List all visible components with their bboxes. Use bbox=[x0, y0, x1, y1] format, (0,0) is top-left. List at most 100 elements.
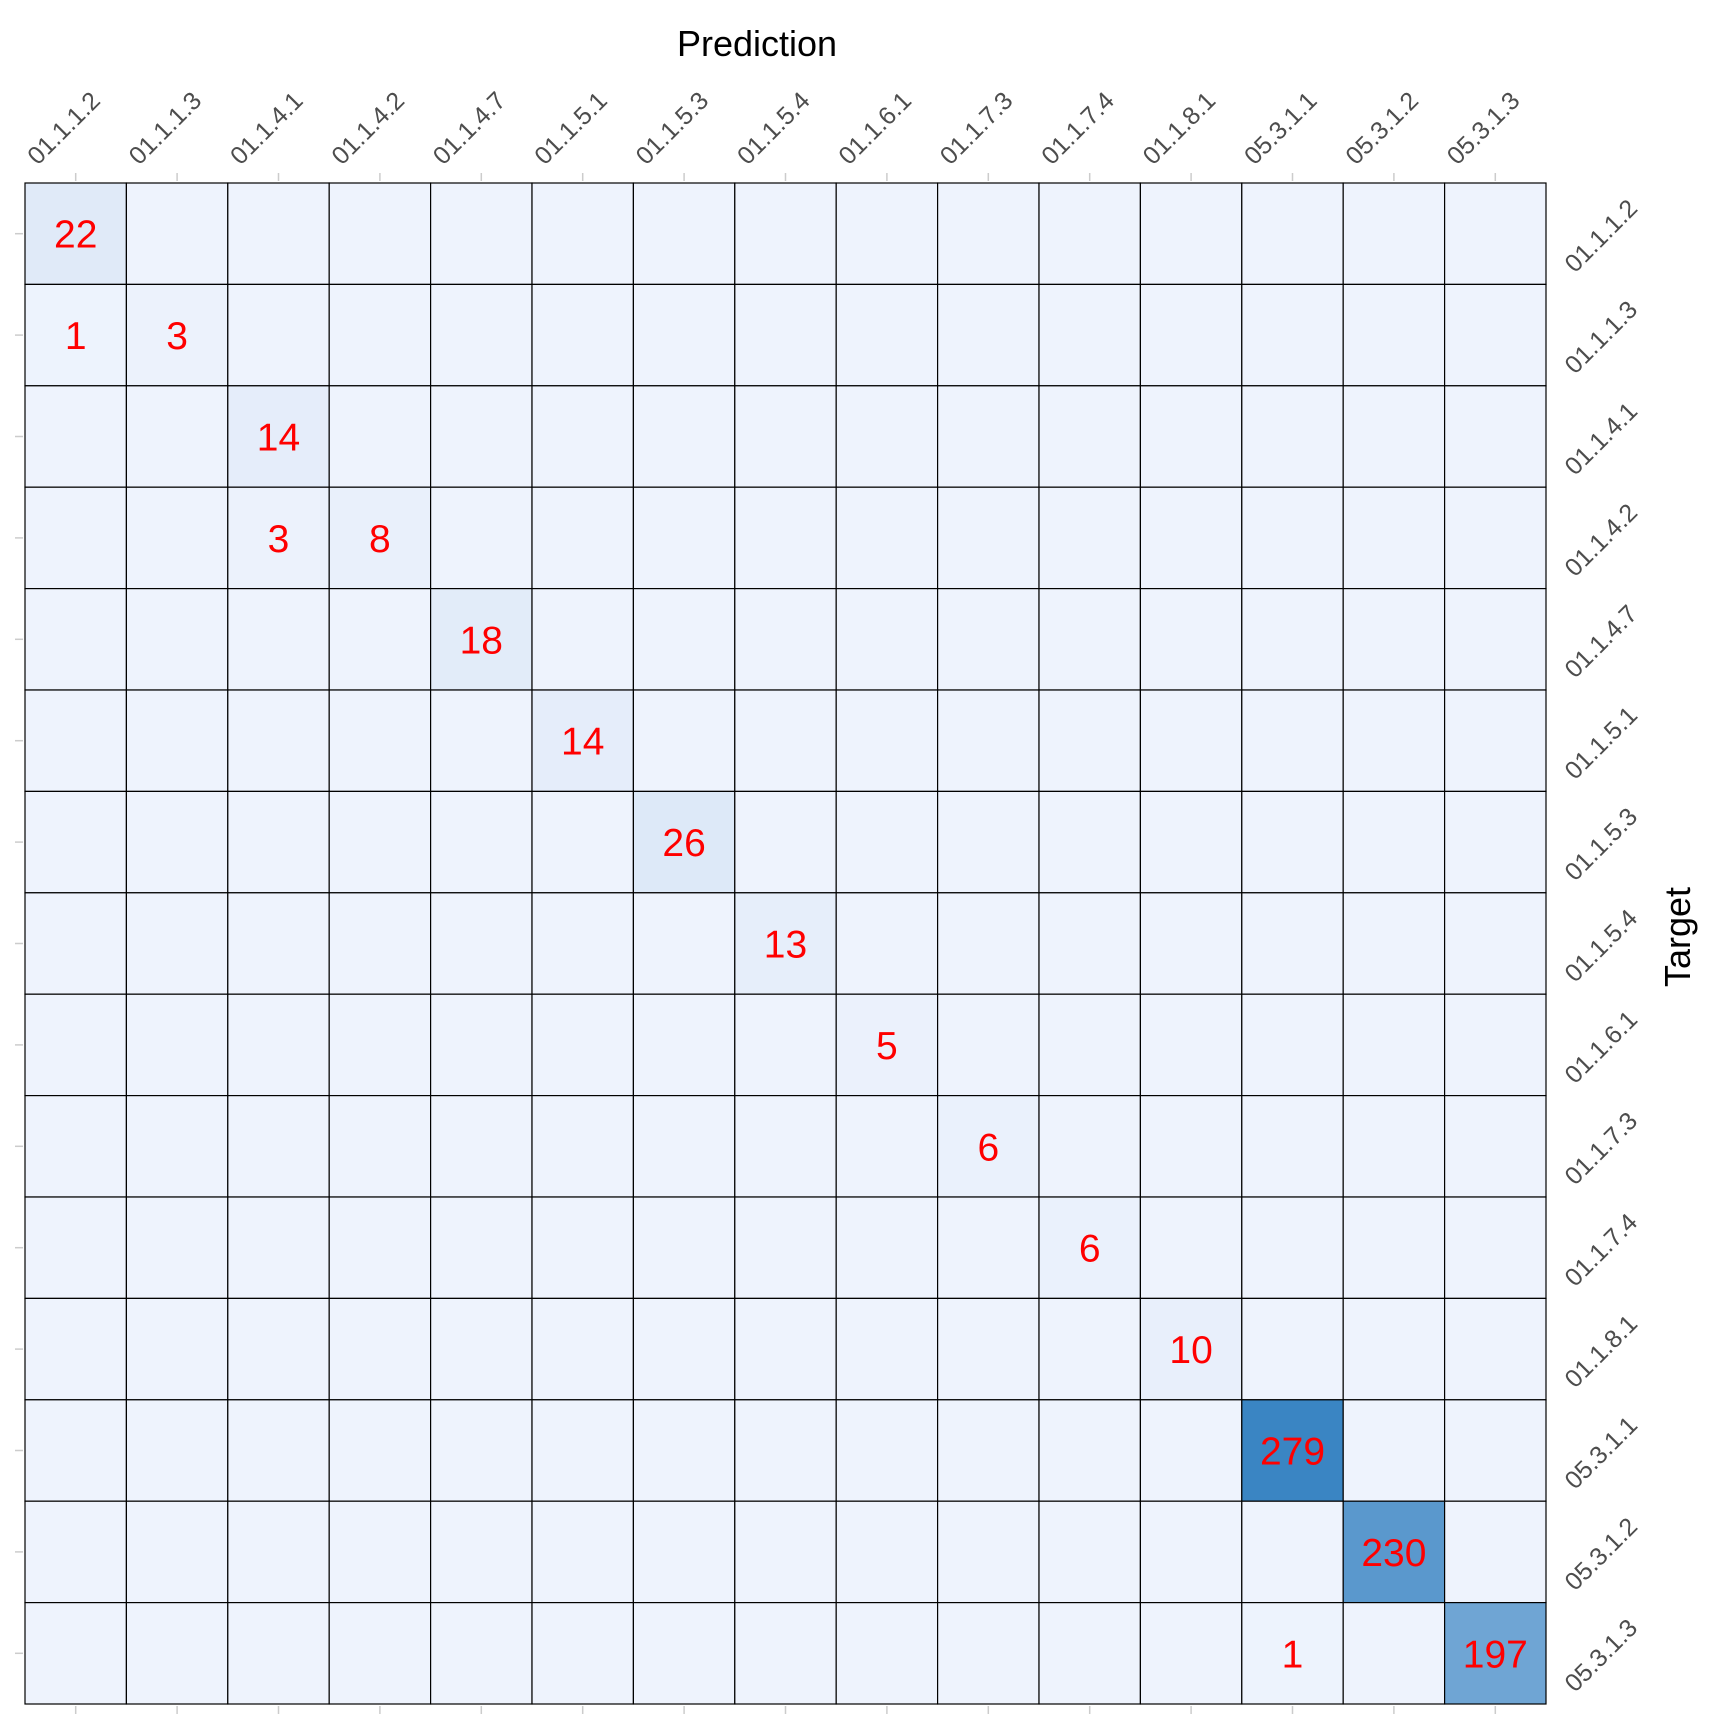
heatmap-cell bbox=[1241, 1399, 1344, 1502]
heatmap-cell bbox=[936, 385, 1040, 488]
heatmap-cell bbox=[328, 993, 432, 1097]
heatmap-cell bbox=[430, 892, 533, 995]
cell-value-label: 26 bbox=[662, 822, 705, 865]
cell-value-label: 18 bbox=[460, 619, 503, 662]
heatmap-cell bbox=[125, 587, 229, 691]
heatmap-cell bbox=[835, 993, 939, 1097]
heatmap-cell bbox=[1038, 486, 1142, 590]
heatmap-cell bbox=[632, 587, 736, 691]
heatmap-cell bbox=[24, 1500, 128, 1604]
heatmap-cell bbox=[24, 993, 128, 1097]
heatmap-cell bbox=[835, 283, 939, 387]
heatmap-cell bbox=[1139, 587, 1243, 691]
heatmap-cell bbox=[328, 1500, 432, 1604]
heatmap-cell bbox=[24, 689, 128, 793]
heatmap-cell bbox=[24, 1297, 128, 1401]
heatmap-cell bbox=[430, 1399, 533, 1502]
heatmap-cell bbox=[531, 1196, 635, 1300]
x-axis-tick-labels: 01.1.1.2 01.1.1.3 01.1.4.1 01.1.4.2 01.1.4.7… bbox=[22, 86, 1525, 170]
cell-value-label: 1 bbox=[65, 315, 87, 358]
x-axis-tick-label: 05.3.1.1 bbox=[1239, 87, 1323, 171]
heatmap-cell bbox=[1342, 993, 1446, 1097]
heatmap-cell bbox=[430, 689, 533, 793]
heatmap-cell bbox=[936, 689, 1040, 793]
heatmap-cell bbox=[1038, 283, 1142, 387]
heatmap-cell bbox=[734, 1196, 837, 1300]
x-axis-tick-label: 01.1.7.3 bbox=[935, 87, 1019, 171]
y-axis-tick-label: 05.3.1.2 bbox=[1559, 1512, 1643, 1596]
heatmap-cell bbox=[734, 587, 837, 691]
heatmap-cell bbox=[1139, 993, 1243, 1097]
heatmap-cell bbox=[632, 1094, 736, 1198]
y-axis-tick-label: 01.1.7.4 bbox=[1559, 1208, 1643, 1292]
heatmap-cell bbox=[1241, 993, 1344, 1097]
heatmap-cell bbox=[1342, 385, 1446, 488]
heatmap-cell bbox=[1443, 283, 1547, 387]
heatmap-cell bbox=[24, 486, 128, 590]
heatmap-cell bbox=[734, 1094, 837, 1198]
heatmap-cell bbox=[24, 385, 128, 488]
heatmap-cell bbox=[125, 1601, 229, 1705]
heatmap-cell bbox=[734, 993, 837, 1097]
heatmap-cell bbox=[24, 1094, 128, 1198]
heatmap-cell bbox=[632, 1196, 736, 1300]
heatmap-cell bbox=[734, 486, 837, 590]
heatmap-cell bbox=[1443, 1500, 1547, 1604]
heatmap-cell bbox=[1443, 1601, 1547, 1705]
heatmap-cell bbox=[1241, 283, 1344, 387]
heatmap-cell bbox=[328, 1399, 432, 1502]
heatmap-cell bbox=[227, 1399, 330, 1502]
heatmap-cell bbox=[1443, 1297, 1547, 1401]
y-axis-tick-label: 01.1.4.7 bbox=[1559, 600, 1643, 684]
heatmap-cell bbox=[1139, 1399, 1243, 1502]
heatmap-cell bbox=[531, 1297, 635, 1401]
y-axis-tick-label: 01.1.7.3 bbox=[1559, 1107, 1643, 1191]
heatmap-cell bbox=[835, 790, 939, 894]
heatmap-cell bbox=[430, 1094, 533, 1198]
heatmap-cell bbox=[125, 1500, 229, 1604]
heatmap-cell bbox=[227, 790, 330, 894]
heatmap-cell bbox=[1342, 182, 1446, 286]
heatmap-cell bbox=[531, 892, 635, 995]
heatmap-cell bbox=[1038, 1399, 1142, 1502]
heatmap-cell bbox=[936, 1399, 1040, 1502]
heatmap-cell bbox=[936, 283, 1040, 387]
heatmap-cell bbox=[835, 1196, 939, 1300]
heatmap-cells bbox=[24, 182, 1547, 1705]
heatmap-cell bbox=[227, 182, 330, 286]
heatmap-cell bbox=[1443, 1196, 1547, 1300]
heatmap-cell bbox=[1139, 182, 1243, 286]
heatmap-cell bbox=[1342, 486, 1446, 590]
heatmap-cell bbox=[24, 1601, 128, 1705]
cell-value-label: 14 bbox=[561, 721, 604, 764]
heatmap-cell bbox=[1443, 486, 1547, 590]
heatmap-cell bbox=[125, 1094, 229, 1198]
heatmap-cell bbox=[1038, 182, 1142, 286]
heatmap-cell bbox=[430, 182, 533, 286]
cell-value-label: 13 bbox=[764, 924, 807, 967]
cell-value-label: 279 bbox=[1260, 1431, 1325, 1474]
heatmap-cell bbox=[227, 1297, 330, 1401]
heatmap-cell bbox=[734, 182, 837, 286]
heatmap-cell bbox=[1139, 486, 1243, 590]
heatmap-cell bbox=[1241, 1094, 1344, 1198]
x-axis-title: Prediction bbox=[677, 23, 837, 64]
heatmap-cell bbox=[835, 486, 939, 590]
y-axis-tick-label: 01.1.4.1 bbox=[1559, 397, 1643, 481]
x-axis-tick-label: 01.1.5.1 bbox=[529, 87, 613, 171]
heatmap-cell bbox=[632, 689, 736, 793]
heatmap-cell bbox=[1443, 892, 1547, 995]
heatmap-cell bbox=[835, 1500, 939, 1604]
heatmap-cell bbox=[227, 689, 330, 793]
heatmap-cell bbox=[734, 892, 837, 995]
heatmap-cell bbox=[936, 182, 1040, 286]
heatmap-cell bbox=[936, 790, 1040, 894]
y-axis-tick-label: 05.3.1.3 bbox=[1559, 1614, 1643, 1698]
heatmap-cell bbox=[531, 283, 635, 387]
heatmap-cell bbox=[1342, 689, 1446, 793]
heatmap-cell bbox=[328, 1094, 432, 1198]
x-axis-tick-label: 01.1.5.3 bbox=[631, 87, 715, 171]
heatmap-cell bbox=[328, 1196, 432, 1300]
heatmap-cell bbox=[227, 486, 330, 590]
heatmap-cell bbox=[936, 1500, 1040, 1604]
